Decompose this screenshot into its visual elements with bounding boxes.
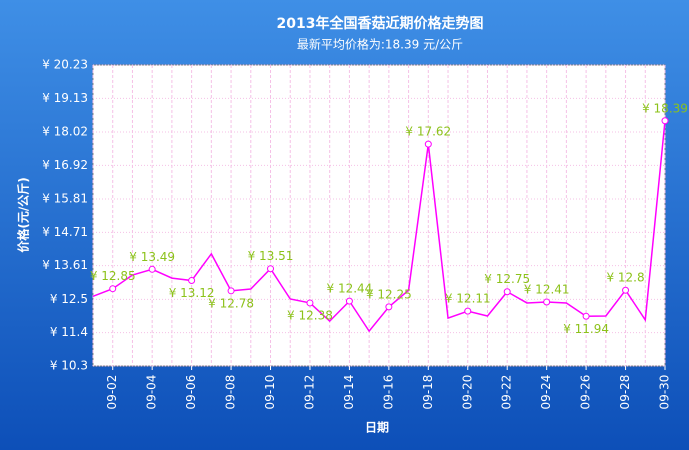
data-label: ¥ 12.85 bbox=[90, 269, 136, 283]
plot-area bbox=[92, 64, 666, 367]
data-label: ¥ 12.11 bbox=[445, 292, 491, 306]
x-tick-label: 09-08 bbox=[224, 375, 238, 410]
point bbox=[345, 297, 353, 305]
chart-title: 2013年全国香菇近期价格走势图 bbox=[277, 15, 484, 32]
data-label: ¥ 12.25 bbox=[366, 287, 412, 301]
point bbox=[109, 285, 117, 293]
data-label: ¥ 12.44 bbox=[327, 282, 373, 296]
x-tick-label: 09-04 bbox=[145, 375, 159, 410]
point bbox=[661, 117, 669, 125]
point bbox=[424, 140, 432, 148]
point bbox=[227, 287, 235, 295]
y-tick-label: ¥ 11.4 bbox=[50, 325, 88, 339]
y-tick-label: ¥ 10.3 bbox=[50, 359, 88, 373]
data-label: ¥ 12.78 bbox=[208, 296, 254, 310]
data-label: ¥ 13.12 bbox=[169, 286, 215, 300]
y-tick-label: ¥ 18.02 bbox=[42, 124, 88, 138]
x-tick-label: 09-12 bbox=[302, 375, 316, 410]
point bbox=[464, 307, 472, 315]
data-label: ¥ 17.62 bbox=[405, 125, 451, 139]
x-tick-label: 09-24 bbox=[539, 375, 553, 410]
y-tick-label: ¥ 14.71 bbox=[42, 225, 88, 239]
x-tick-label: 09-30 bbox=[658, 375, 672, 410]
point bbox=[385, 303, 393, 311]
point bbox=[622, 286, 630, 294]
data-label: ¥ 12.8 bbox=[606, 271, 644, 285]
point bbox=[267, 265, 275, 273]
x-tick-label: 09-14 bbox=[342, 375, 356, 410]
x-tick-label: 09-06 bbox=[184, 375, 198, 410]
x-tick-label: 09-20 bbox=[460, 375, 474, 410]
x-tick-label: 09-26 bbox=[579, 375, 593, 410]
point bbox=[503, 288, 511, 296]
y-tick-label: ¥ 20.23 bbox=[42, 58, 88, 72]
data-label: ¥ 13.49 bbox=[129, 250, 175, 264]
data-label: ¥ 18.39 bbox=[642, 101, 688, 115]
data-label: ¥ 12.38 bbox=[287, 308, 333, 322]
data-label: ¥ 12.75 bbox=[484, 272, 530, 286]
x-tick-label: 09-18 bbox=[421, 375, 435, 410]
point bbox=[188, 277, 196, 285]
data-label: ¥ 13.51 bbox=[248, 249, 294, 263]
point bbox=[582, 312, 590, 320]
x-axis-label: 日期 bbox=[365, 420, 389, 435]
y-tick-label: ¥ 19.13 bbox=[42, 91, 88, 105]
point bbox=[543, 298, 551, 306]
y-axis-label: 价格(元/公斤) bbox=[16, 177, 31, 252]
x-tick-label: 09-16 bbox=[381, 375, 395, 410]
data-label: ¥ 12.41 bbox=[524, 283, 570, 297]
y-tick-label: ¥ 15.81 bbox=[42, 191, 88, 205]
point bbox=[148, 265, 156, 273]
chart-subtitle: 最新平均价格为:18.39 元/公斤 bbox=[297, 37, 463, 52]
y-tick-label: ¥ 12.5 bbox=[50, 292, 88, 306]
x-tick-label: 09-22 bbox=[500, 375, 514, 410]
x-tick-label: 09-28 bbox=[618, 375, 632, 410]
x-tick-label: 09-10 bbox=[263, 375, 277, 410]
point bbox=[306, 299, 314, 307]
y-tick-label: ¥ 13.61 bbox=[42, 258, 88, 272]
x-tick-label: 09-02 bbox=[105, 375, 119, 410]
y-tick-label: ¥ 16.92 bbox=[42, 158, 88, 172]
data-label: ¥ 11.94 bbox=[563, 322, 609, 336]
